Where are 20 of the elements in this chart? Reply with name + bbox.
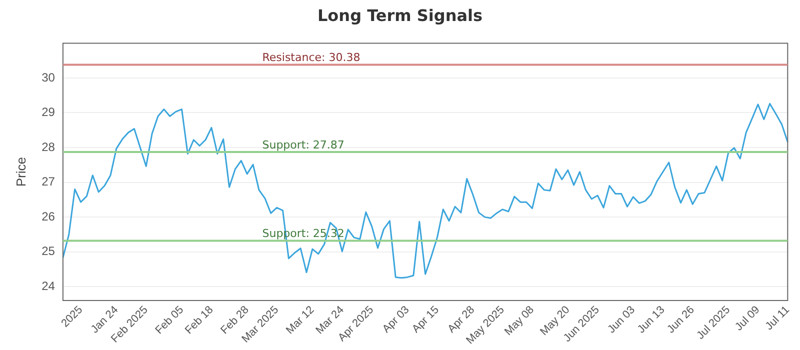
x-tick-label: May 08: [502, 304, 536, 338]
y-tick-label: 24: [42, 278, 56, 293]
ref-line-label: Support: 27.87: [262, 138, 344, 152]
y-axis-title: Price: [13, 157, 28, 187]
y-tick-label: 27: [42, 174, 56, 189]
y-tick-label: 28: [42, 140, 56, 154]
x-tick-label: Jul 11: [763, 304, 792, 333]
y-tick-label: 26: [42, 209, 56, 224]
x-tick-label: Jun 03: [606, 304, 638, 336]
y-tick-label: 25: [42, 244, 56, 258]
y-tick-label: 30: [42, 70, 56, 84]
ref-line-label: Resistance: 30.38: [262, 51, 360, 64]
x-tick-label: Apr 15: [410, 304, 442, 336]
x-tick-label: Jul 09: [732, 304, 762, 334]
chart-title: Long Term Signals: [316, 6, 484, 25]
x-tick-label: Mar 12: [284, 304, 317, 337]
y-tick-label: 29: [42, 105, 56, 120]
x-tick-label: Apr 03: [380, 304, 412, 336]
x-tick-label: Jun 13: [635, 304, 668, 336]
x-tick-label: Jun 26: [665, 304, 697, 336]
